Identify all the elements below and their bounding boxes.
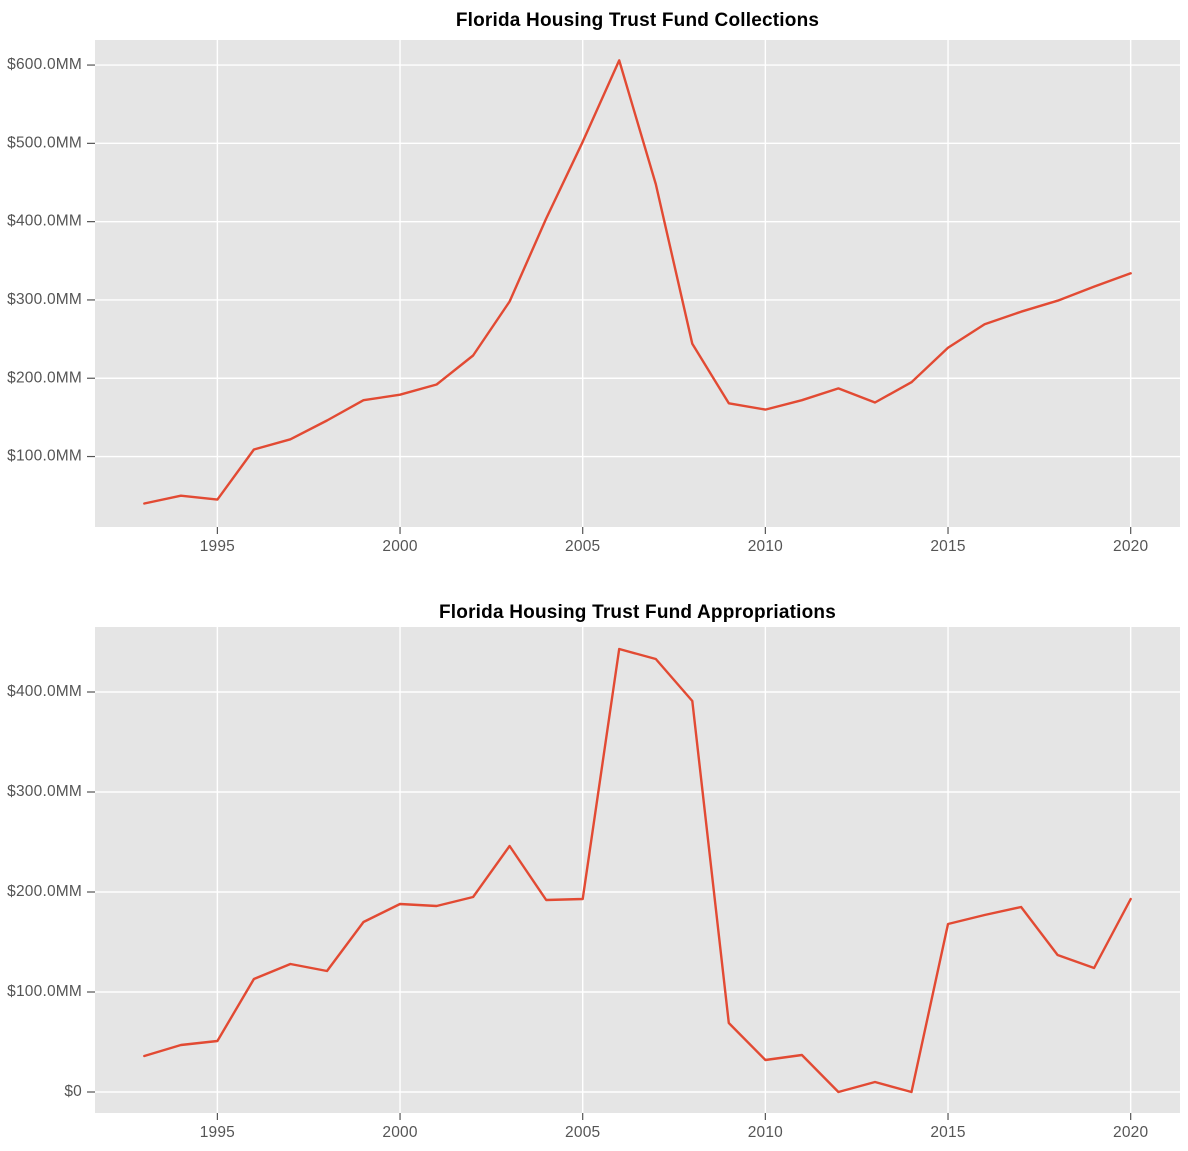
chart-title-appropriations: Florida Housing Trust Fund Appropriation… xyxy=(439,602,836,623)
y-tick-label: $300.0MM xyxy=(7,783,82,800)
data-line-collections xyxy=(143,59,1132,505)
x-tick-label: 2015 xyxy=(930,538,965,555)
y-gridlines xyxy=(95,64,1180,458)
y-tick-label: $400.0MM xyxy=(7,683,82,700)
chart-appropriations: $0 $100.0MM $200.0MM $300.0MM $400.0MM 1995 20… xyxy=(7,602,1180,1141)
y-gridlines xyxy=(95,691,1180,1093)
x-tick-label: 2020 xyxy=(1113,1124,1148,1141)
x-tick-label: 2010 xyxy=(748,1124,783,1141)
y-tick-label: $200.0MM xyxy=(7,369,82,386)
x-tick-label: 1995 xyxy=(200,538,235,555)
x-tick-label: 1995 xyxy=(200,1124,235,1141)
y-tick-label: $100.0MM xyxy=(7,448,82,465)
y-tick-label: $0 xyxy=(64,1083,82,1100)
y-tick-label: $100.0MM xyxy=(7,983,82,1000)
x-axis: 1995 2000 2005 2010 2015 2020 xyxy=(200,1113,1148,1141)
data-line-appropriations xyxy=(143,647,1132,1094)
plot-area xyxy=(95,40,1180,527)
y-tick-label: $500.0MM xyxy=(7,134,82,151)
y-tick-label: $300.0MM xyxy=(7,291,82,308)
x-tick-label: 2005 xyxy=(565,538,600,555)
y-axis: $0 $100.0MM $200.0MM $300.0MM $400.0MM xyxy=(7,683,95,1100)
x-gridlines xyxy=(216,627,1132,1113)
x-tick-label: 2005 xyxy=(565,1124,600,1141)
plot-area xyxy=(95,627,1180,1113)
x-axis: 1995 2000 2005 2010 2015 2020 xyxy=(200,527,1148,555)
x-tick-label: 2020 xyxy=(1113,538,1148,555)
x-tick-label: 2010 xyxy=(748,538,783,555)
y-tick-label: $200.0MM xyxy=(7,883,82,900)
x-gridlines xyxy=(216,40,1132,527)
chart-collections: $100.0MM $200.0MM $300.0MM $400.0MM $500.0MM… xyxy=(7,10,1180,555)
y-tick-label: $600.0MM xyxy=(7,56,82,73)
y-tick-label: $400.0MM xyxy=(7,213,82,230)
chart-title-collections: Florida Housing Trust Fund Collections xyxy=(456,10,819,31)
y-axis: $100.0MM $200.0MM $300.0MM $400.0MM $500.0MM… xyxy=(7,56,95,465)
x-tick-label: 2000 xyxy=(382,1124,417,1141)
x-tick-label: 2000 xyxy=(382,538,417,555)
x-tick-label: 2015 xyxy=(930,1124,965,1141)
